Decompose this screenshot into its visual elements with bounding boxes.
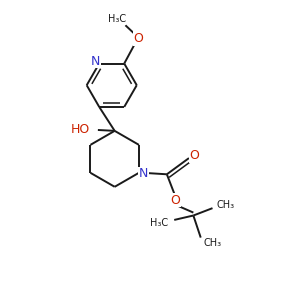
Text: H₃C: H₃C (107, 14, 126, 24)
Text: CH₃: CH₃ (204, 238, 222, 248)
Text: H₃C: H₃C (150, 218, 168, 228)
Text: O: O (170, 194, 180, 207)
Text: O: O (133, 32, 143, 45)
Text: CH₃: CH₃ (217, 200, 235, 210)
Text: HO: HO (71, 123, 90, 136)
Text: N: N (139, 167, 148, 180)
Text: N: N (91, 55, 100, 68)
Text: O: O (189, 149, 199, 162)
